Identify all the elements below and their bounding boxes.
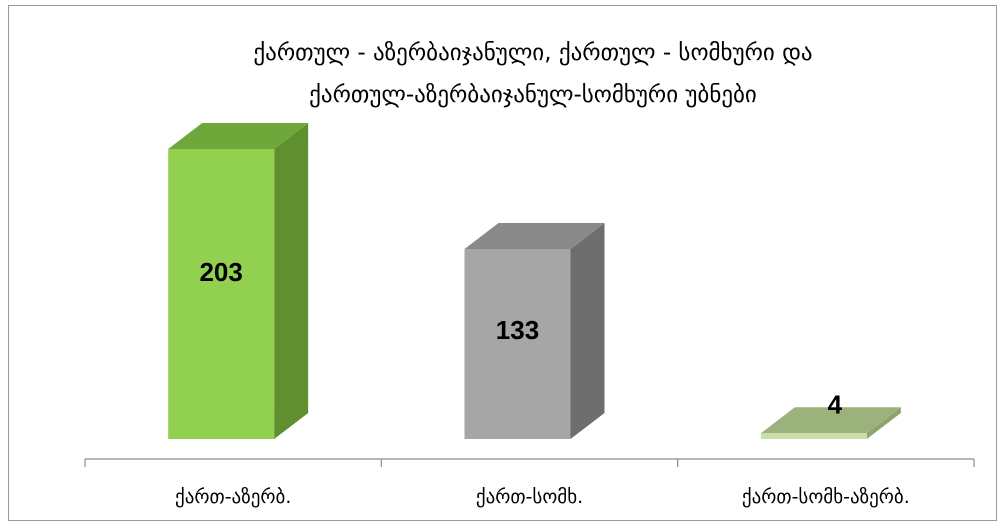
category-label: ქართ-სომხ. [476,486,583,508]
bars-layer: 203 133 4 [168,123,901,439]
bar-top-face [760,407,901,434]
category-label: ქართ-აზერბ. [175,486,291,508]
bar-front-face [760,433,867,439]
bar-value-label: 133 [496,315,539,345]
chart-title-line-2: ქართულ-აზერბაიჯანულ-სომხური უბნები [309,82,757,108]
bar-2 [464,223,605,439]
chart-frame: ქართულ - აზერბაიჯანული, ქართულ - სომხური… [8,5,997,521]
bar-1 [168,123,309,439]
bar-top-face [168,123,309,149]
bar-value-label: 4 [828,389,843,419]
bar-value-label: 203 [199,257,242,287]
bar-front-face [168,149,275,439]
bar-side-face [274,123,309,439]
bar-top-face [464,223,605,249]
x-axis-ticks [84,459,975,467]
category-label: ქართ-სომხ-აზერბ. [742,486,910,508]
x-axis-labels: ქართ-აზერბ. ქართ-სომხ. ქართ-სომხ-აზერბ. [175,486,910,508]
bar-3 [760,407,901,439]
bar-side-face [866,407,901,439]
bar-front-face [464,249,571,439]
bar-side-face [570,223,605,439]
bar-chart: ქართულ - აზერბაიჯანული, ქართულ - სომხური… [84,40,975,508]
chart-title-line-1: ქართულ - აზერბაიჯანული, ქართულ - სომხური… [253,40,812,66]
